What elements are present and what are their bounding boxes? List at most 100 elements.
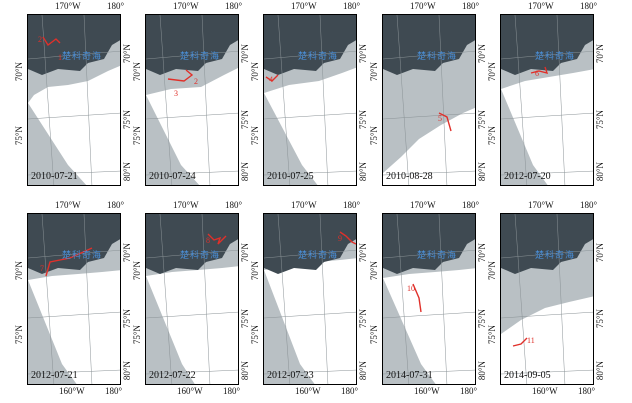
- lat-label-70n: 70°N: [487, 62, 497, 82]
- latitude-gridline: [501, 50, 593, 60]
- panel-date-label: 2010-07-25: [267, 171, 314, 182]
- lat-label-75n: 75°N: [250, 325, 260, 345]
- map-svg: [264, 214, 356, 384]
- sea-ice-extent: [28, 65, 120, 185]
- map-panel: 楚科奇海 5 2010-08-28 170°W 180° 70°N 75°N 70°N 75°N…: [369, 2, 487, 186]
- longitude-gridline: [396, 214, 410, 384]
- lat-label-70n-right: 70°N: [122, 243, 132, 263]
- lon-label-170w: 170°W: [173, 1, 199, 11]
- longitude-gridline: [201, 15, 211, 185]
- panel-date-label: 2012-07-23: [267, 370, 314, 381]
- latitude-gridline: [264, 369, 356, 375]
- lat-label-80n-right: 80°N: [477, 361, 487, 381]
- longitude-gridline: [396, 15, 410, 185]
- land-mass: [383, 15, 475, 75]
- longitude-gridline: [438, 214, 448, 384]
- land-mass: [146, 15, 238, 75]
- lat-label-75n-right: 75°N: [477, 309, 487, 329]
- map-svg: [28, 15, 120, 185]
- panel-date-label: 2010-08-28: [386, 171, 433, 182]
- latitude-gridline: [146, 170, 238, 176]
- panel-date-label: 2012-07-21: [31, 370, 78, 381]
- latitude-gridline: [146, 112, 238, 120]
- track-station-label: 4: [269, 75, 273, 84]
- map-panel: 楚科奇海 6 2012-07-20 170°W 180° 70°N 75°N 70°N 75°N…: [487, 2, 605, 186]
- lon-label-160w: 160°W: [414, 386, 440, 396]
- longitude-gridline: [556, 214, 566, 384]
- latitude-gridline: [146, 311, 238, 319]
- land-mass: [28, 15, 120, 75]
- lat-label-70n: 70°N: [369, 62, 379, 82]
- longitude-gridline: [438, 15, 448, 185]
- latitude-gridline: [501, 170, 593, 176]
- lon-label-170w: 170°W: [528, 200, 554, 210]
- panel-date-label: 2010-07-24: [149, 171, 196, 182]
- lat-label-70n: 70°N: [132, 261, 142, 281]
- lon-label-180: 180°: [107, 1, 125, 11]
- lat-label-70n-right: 70°N: [240, 44, 250, 64]
- lon-label-180-bottom: 180°: [105, 386, 123, 396]
- lat-label-80n-right: 80°N: [122, 361, 132, 381]
- lon-label-160w: 160°W: [295, 386, 321, 396]
- lat-label-70n-right: 70°N: [595, 44, 605, 64]
- panel-date-label: 2010-07-21: [31, 171, 78, 182]
- latitude-gridline: [383, 112, 475, 120]
- lat-label-80n-right: 80°N: [477, 162, 487, 182]
- sea-ice-extent: [146, 68, 238, 185]
- lat-label-70n-right: 70°N: [477, 44, 487, 64]
- ship-track: [265, 74, 279, 82]
- lon-label-180: 180°: [225, 1, 243, 11]
- latitude-gridline: [264, 112, 356, 120]
- sea-ice-extent: [383, 107, 475, 185]
- lat-label-70n: 70°N: [132, 62, 142, 82]
- lat-label-70n-right: 70°N: [358, 243, 368, 263]
- map-panel: 楚科奇海 9 2012-07-23 170°W 180° 70°N 75°N 70°N 75°N…: [250, 201, 368, 396]
- longitude-gridline: [277, 214, 291, 384]
- land-mass: [264, 214, 356, 274]
- latitude-gridline: [264, 170, 356, 176]
- lat-label-75n: 75°N: [487, 126, 497, 146]
- lat-label-75n: 75°N: [369, 126, 379, 146]
- map-frame: 楚科奇海 7 2012-07-21: [27, 213, 121, 385]
- sea-ice-extent: [501, 69, 593, 185]
- track-station-label: 5: [438, 114, 442, 123]
- latitude-gridline: [383, 50, 475, 60]
- lat-label-70n: 70°N: [14, 62, 24, 82]
- map-svg: [146, 15, 238, 185]
- sea-ice-extent: [383, 268, 475, 384]
- latitude-gridline: [28, 112, 120, 120]
- longitude-gridline: [514, 15, 528, 185]
- sea-name-label: 楚科奇海: [298, 250, 339, 260]
- map-frame: 楚科奇海 2 3 2010-07-24: [145, 14, 239, 186]
- lat-label-70n: 70°N: [250, 62, 260, 82]
- sea-name-label: 楚科奇海: [417, 51, 458, 61]
- ship-track: [412, 283, 422, 313]
- sea-name-label: 楚科奇海: [535, 51, 576, 61]
- sea-ice-extent: [28, 270, 120, 384]
- map-panel: 楚科奇海 2 3 2010-07-24 170°W 180° 70°N 75°N 70°N 75°…: [132, 2, 250, 186]
- longitude-gridline: [159, 15, 173, 185]
- lat-label-75n-right: 75°N: [122, 309, 132, 329]
- map-svg: [264, 15, 356, 185]
- lat-label-70n-right: 70°N: [240, 243, 250, 263]
- sea-ice-extent: [501, 296, 593, 384]
- lat-label-75n-right: 75°N: [240, 110, 250, 130]
- lon-label-180-bottom: 180°: [460, 386, 478, 396]
- latitude-gridline: [146, 369, 238, 375]
- lon-label-170w: 170°W: [55, 1, 81, 11]
- lat-label-70n: 70°N: [14, 261, 24, 281]
- map-panel: 楚科奇海 11 2014-09-05 170°W 180° 70°N 75°N 70°N 75°…: [487, 201, 605, 396]
- lon-label-180-bottom: 180°: [223, 386, 241, 396]
- lat-label-75n-right: 75°N: [477, 110, 487, 130]
- lat-label-80n-right: 80°N: [358, 361, 368, 381]
- land-mass: [383, 214, 475, 274]
- ship-track: [512, 337, 528, 347]
- lat-label-75n-right: 75°N: [240, 309, 250, 329]
- lat-label-75n: 75°N: [250, 126, 260, 146]
- lon-label-180: 180°: [343, 200, 361, 210]
- lon-label-160w: 160°W: [532, 386, 558, 396]
- lon-label-170w: 170°W: [528, 1, 554, 11]
- longitude-gridline: [41, 214, 55, 384]
- ship-track: [167, 69, 194, 82]
- latitude-gridline: [264, 249, 356, 259]
